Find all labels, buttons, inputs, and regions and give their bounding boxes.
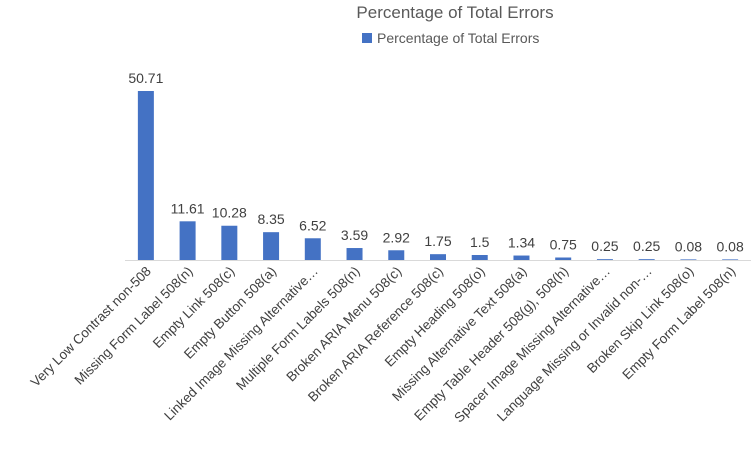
data-label-14: 0.08 [675,238,702,254]
bar-10 [513,255,530,260]
data-label-8: 1.75 [424,233,451,249]
data-label-6: 3.59 [341,227,368,243]
bar-13 [638,259,655,260]
bar-9 [471,255,488,260]
chart-title: Percentage of Total Errors [356,3,553,22]
data-label-9: 1.5 [470,234,490,250]
legend-label: Percentage of Total Errors [377,30,539,46]
bar-7 [388,250,405,260]
data-label-12: 0.25 [591,238,618,254]
bar-4 [263,232,280,260]
x-tick-label-13: Language Missing or Invalid non-… [494,264,655,425]
bar-12 [596,259,613,260]
bar-3 [221,225,238,260]
data-label-10: 1.34 [508,235,535,251]
data-label-2: 11.61 [171,200,205,216]
data-label-11: 0.75 [550,237,577,253]
bar-14 [680,259,697,260]
data-label-15: 0.08 [717,238,744,254]
data-label-13: 0.25 [633,238,660,254]
bar-15 [722,259,739,260]
bar-1 [137,91,154,260]
x-tick-label-11: Empty Table Header 508(g), 508(h) [411,264,571,424]
bar-11 [555,257,572,260]
data-label-5: 6.52 [299,217,326,233]
data-label-1: 50.71 [128,70,163,86]
bar-8 [430,254,446,260]
bar-5 [304,238,321,260]
data-label-4: 8.35 [257,211,284,227]
data-label-7: 2.92 [383,229,410,245]
x-tick-label-5: Linked Image Missing Alternative… [161,264,321,424]
x-tick-label-12: Spacer Image Missing Alternative… [451,264,613,426]
bar-6 [346,248,363,260]
bar-2 [179,221,196,260]
data-label-3: 10.28 [212,205,247,221]
legend: Percentage of Total Errors [362,30,539,46]
legend-swatch [362,33,372,43]
